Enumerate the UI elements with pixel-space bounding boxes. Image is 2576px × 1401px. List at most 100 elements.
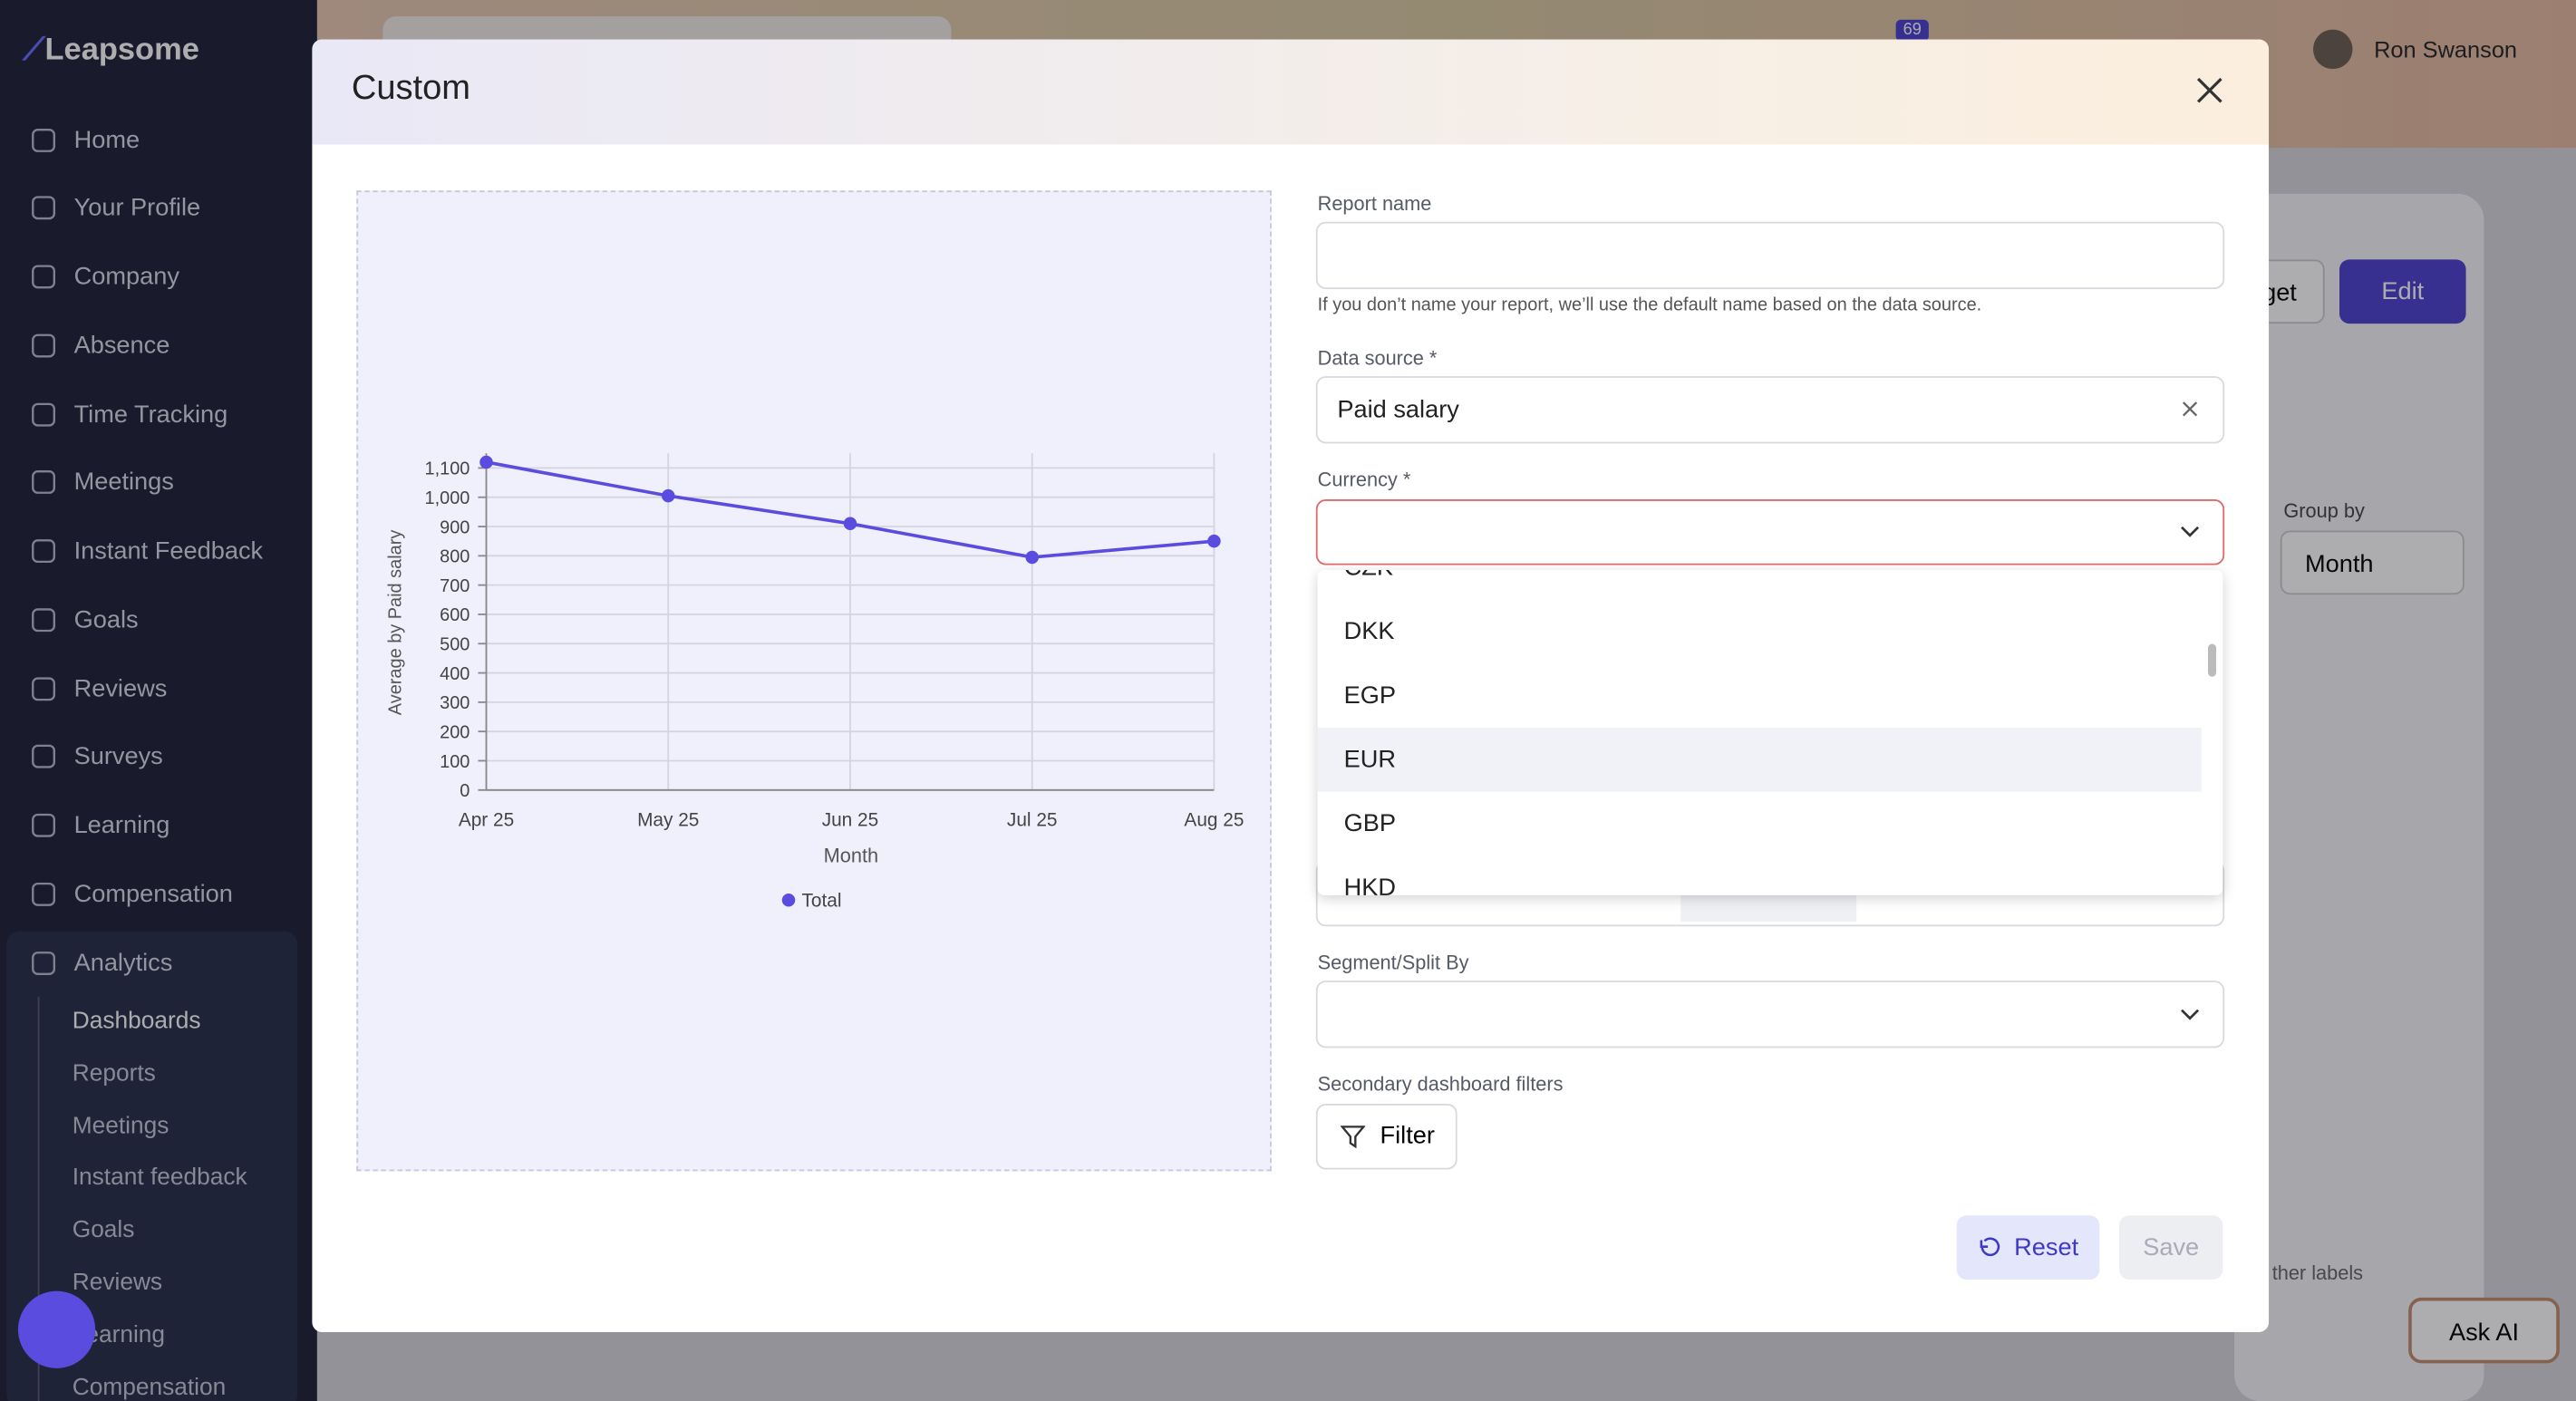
x-axis-title: Month bbox=[824, 845, 878, 867]
filter-button[interactable]: Filter bbox=[1315, 1104, 1457, 1170]
x-tick-label: Aug 25 bbox=[1184, 810, 1244, 831]
y-tick-label: 300 bbox=[440, 693, 470, 713]
report-name-input[interactable] bbox=[1315, 221, 2225, 289]
nav-item[interactable]: Goals bbox=[30, 600, 139, 640]
sub-nav-item[interactable]: Instant feedback bbox=[72, 1164, 247, 1192]
reset-button[interactable]: Reset bbox=[1956, 1215, 2100, 1280]
x-tick-label: Jun 25 bbox=[822, 810, 879, 831]
group-by-label: Group by bbox=[2283, 499, 2365, 523]
modal-title: Custom bbox=[351, 69, 471, 107]
chat-bubble[interactable] bbox=[17, 1290, 96, 1368]
nav-icon bbox=[32, 333, 55, 358]
nav-label: Meetings bbox=[73, 469, 174, 497]
sub-nav-item[interactable]: Meetings bbox=[72, 1113, 169, 1140]
nav-label: Reviews bbox=[73, 674, 168, 702]
currency-label: Currency * bbox=[1317, 468, 1411, 491]
logo[interactable]: ⟋Leapsome bbox=[23, 33, 199, 68]
nav-label: Goals bbox=[73, 605, 139, 634]
sub-nav-item[interactable]: Dashboards bbox=[72, 1008, 201, 1035]
x-tick-label: Jul 25 bbox=[1007, 810, 1058, 831]
currency-option[interactable]: GBP bbox=[1343, 808, 1397, 837]
y-tick-label: 1,000 bbox=[425, 488, 470, 508]
ask-ai-button[interactable]: Ask AI bbox=[2408, 1297, 2560, 1364]
group-by-select[interactable]: Month bbox=[2280, 530, 2465, 595]
nav-icon bbox=[32, 470, 55, 495]
nav-label: Learning bbox=[73, 811, 170, 840]
y-tick-label: 200 bbox=[440, 722, 470, 742]
labels-text: ther labels bbox=[2271, 1261, 2364, 1285]
currency-option[interactable]: EGP bbox=[1343, 681, 1397, 710]
nav-item[interactable]: Company bbox=[30, 257, 179, 297]
nav-icon bbox=[32, 539, 55, 564]
currency-option[interactable]: CZK bbox=[1318, 570, 2202, 599]
nav-item[interactable]: Learning bbox=[30, 806, 170, 845]
filter-icon bbox=[1341, 1126, 1366, 1148]
reset-icon bbox=[1980, 1237, 2000, 1257]
currency-option[interactable]: HKD bbox=[1343, 873, 1397, 895]
segment-select[interactable] bbox=[1315, 981, 2225, 1048]
ask-ai-label: Ask AI bbox=[2448, 1319, 2520, 1348]
sub-nav-item[interactable]: Reports bbox=[72, 1060, 156, 1087]
point bbox=[843, 517, 857, 531]
nav-icon bbox=[32, 882, 55, 906]
nav-item[interactable]: Analytics bbox=[30, 942, 173, 982]
nav-item[interactable]: Home bbox=[30, 120, 140, 159]
currency-dropdown: CZK DKK EGP EUR GBP HKD bbox=[1317, 569, 2223, 895]
data-source-input[interactable]: Paid salary bbox=[1315, 376, 2225, 444]
edit-button[interactable]: Edit bbox=[2339, 259, 2466, 324]
filters-label: Secondary dashboard filters bbox=[1317, 1072, 1564, 1096]
nav-label: Time Tracking bbox=[73, 400, 228, 429]
close-button[interactable] bbox=[2192, 72, 2228, 109]
nav-item[interactable]: Surveys bbox=[30, 737, 163, 777]
nav-item[interactable]: Your Profile bbox=[30, 188, 201, 228]
legend-swatch bbox=[781, 894, 796, 907]
y-tick-label: 0 bbox=[460, 781, 470, 801]
nav-label: Absence bbox=[73, 331, 170, 360]
sidebar: ⟋Leapsome Home Your Profile Company Absence… bbox=[0, 0, 317, 1401]
nav-item[interactable]: Absence bbox=[30, 325, 170, 365]
logo-text: Leapsome bbox=[44, 33, 199, 68]
y-tick-label: 800 bbox=[440, 547, 470, 567]
nav-icon bbox=[32, 951, 55, 975]
sub-nav-item[interactable]: Goals bbox=[72, 1217, 135, 1244]
reset-label: Reset bbox=[2014, 1233, 2079, 1261]
point bbox=[1207, 534, 1221, 548]
nav-item[interactable]: Reviews bbox=[30, 669, 168, 709]
y-tick-label: 700 bbox=[440, 576, 470, 596]
filter-label: Filter bbox=[1380, 1121, 1435, 1150]
nav-icon bbox=[32, 128, 55, 152]
avatar[interactable] bbox=[2313, 29, 2353, 70]
save-button[interactable]: Save bbox=[2119, 1215, 2223, 1280]
y-tick-label: 600 bbox=[440, 605, 470, 625]
currency-option[interactable]: EUR bbox=[1317, 727, 2202, 791]
nav-label: Instant Feedback bbox=[73, 536, 264, 565]
nav-label: Your Profile bbox=[73, 194, 201, 223]
nav-icon bbox=[32, 676, 55, 700]
currency-select[interactable] bbox=[1315, 499, 2225, 565]
nav-label: Surveys bbox=[73, 742, 163, 771]
nav-label: Home bbox=[73, 125, 140, 154]
x-tick-label: Apr 25 bbox=[459, 810, 514, 831]
sub-nav-item[interactable]: Compensation bbox=[72, 1374, 227, 1401]
sub-nav-item[interactable]: Reviews bbox=[72, 1270, 163, 1297]
nav-item[interactable]: Instant Feedback bbox=[30, 531, 264, 571]
panel bbox=[2234, 193, 2484, 1401]
modal: Custom Average by Paid salary Month 0 100… bbox=[312, 39, 2270, 1332]
nav-item[interactable]: Time Tracking bbox=[30, 394, 228, 434]
nav-item[interactable]: Compensation bbox=[30, 874, 233, 914]
currency-option[interactable]: DKK bbox=[1343, 616, 1395, 645]
data-source-label: Data source * bbox=[1317, 346, 1438, 370]
nav-item[interactable]: Meetings bbox=[30, 463, 174, 503]
nav-label: Analytics bbox=[73, 948, 173, 977]
save-label: Save bbox=[2143, 1233, 2200, 1261]
modal-header bbox=[312, 39, 2270, 145]
report-name-help: If you don’t name your report, we’ll use… bbox=[1317, 295, 1982, 315]
user-name[interactable]: Ron Swanson bbox=[2374, 35, 2518, 63]
point bbox=[661, 488, 675, 503]
sub-rail bbox=[37, 997, 40, 1401]
clear-icon[interactable] bbox=[2182, 401, 2198, 417]
point bbox=[1025, 550, 1039, 565]
